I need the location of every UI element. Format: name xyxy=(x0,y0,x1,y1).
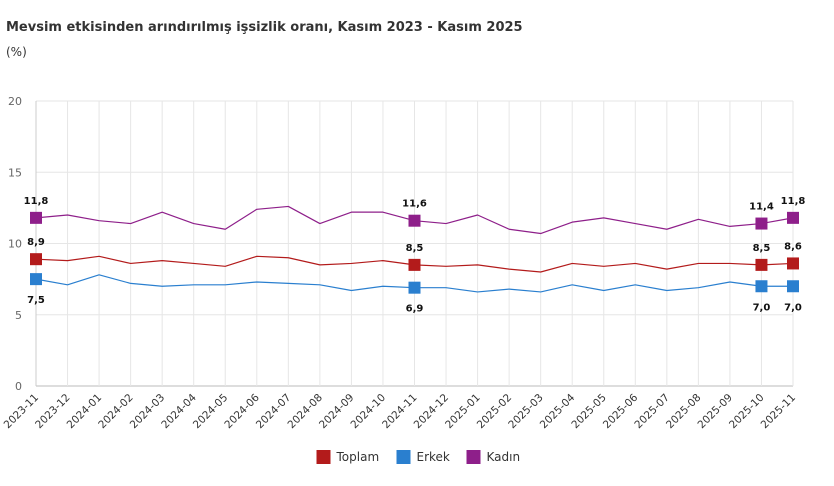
legend-item-erkek: Erkek xyxy=(396,450,450,464)
legend-label: Erkek xyxy=(417,450,450,464)
chart-subtitle: (%) xyxy=(6,45,27,59)
data-point-marker xyxy=(787,280,799,293)
data-label: 11,8 xyxy=(781,196,806,207)
data-point-marker xyxy=(755,258,768,271)
data-label: 7,0 xyxy=(784,302,802,313)
data-point-marker xyxy=(755,217,768,230)
data-label: 8,5 xyxy=(406,243,424,254)
data-label: 11,6 xyxy=(402,199,427,210)
y-tick-label: 0 xyxy=(15,380,22,393)
data-label: 7,0 xyxy=(753,302,771,313)
data-label: 6,9 xyxy=(406,304,424,315)
x-tick-label: 2025-11 xyxy=(759,392,799,432)
data-point-marker xyxy=(30,211,42,224)
legend-swatch xyxy=(466,450,481,464)
legend-item-toplam: Toplam xyxy=(316,450,380,464)
y-tick-label: 15 xyxy=(8,166,22,179)
data-point-marker xyxy=(787,257,799,270)
data-point-marker xyxy=(755,280,768,293)
chart-title: Mevsim etkisinden arındırılmış işsizlik … xyxy=(6,20,523,35)
data-label: 11,8 xyxy=(24,196,49,207)
data-point-marker xyxy=(408,214,421,227)
y-tick-label: 10 xyxy=(8,238,22,251)
data-point-marker xyxy=(30,253,42,266)
data-label: 11,4 xyxy=(749,202,774,213)
data-point-marker xyxy=(30,273,42,286)
data-label: 8,5 xyxy=(753,243,771,254)
legend-item-kadın: Kadın xyxy=(466,450,521,464)
data-point-marker xyxy=(787,211,799,224)
data-point-marker xyxy=(408,281,421,294)
data-label: 8,6 xyxy=(784,241,802,252)
data-label: 7,5 xyxy=(27,295,45,306)
legend-label: Kadın xyxy=(487,450,521,464)
legend-swatch xyxy=(316,450,331,464)
legend-swatch xyxy=(396,450,411,464)
data-label: 8,9 xyxy=(27,237,45,248)
legend-label: Toplam xyxy=(336,450,380,464)
y-tick-label: 5 xyxy=(15,309,22,322)
data-point-marker xyxy=(408,258,421,271)
y-tick-label: 20 xyxy=(8,95,22,108)
